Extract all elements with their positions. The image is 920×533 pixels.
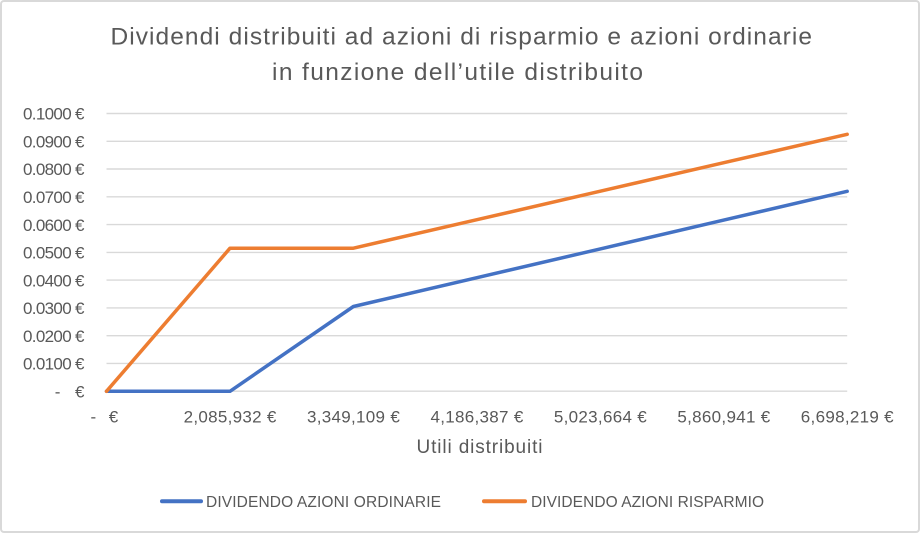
svg-text:2,085,932 €: 2,085,932 € [184,408,277,427]
svg-text:0.0200 €: 0.0200 € [23,327,85,346]
svg-text:5,860,941 €: 5,860,941 € [677,408,770,427]
svg-text:0.0100 €: 0.0100 € [23,355,85,374]
svg-text:0.0500 €: 0.0500 € [23,244,85,263]
svg-text:3,349,109 €: 3,349,109 € [307,408,400,427]
svg-text:0.0300 €: 0.0300 € [23,299,85,318]
svg-text:Utili distribuiti: Utili distribuiti [417,437,543,458]
svg-text:0.0600 €: 0.0600 € [23,216,85,235]
svg-text:0.0900 €: 0.0900 € [23,133,85,152]
svg-text:€: € [75,382,85,401]
svg-text:0.1000 €: 0.1000 € [23,105,85,124]
svg-text:-: - [91,408,97,427]
svg-text:5,023,664 €: 5,023,664 € [554,408,647,427]
svg-text:DIVIDENDO AZIONI ORDINARIE: DIVIDENDO AZIONI ORDINARIE [206,494,441,511]
svg-text:4,186,387 €: 4,186,387 € [431,408,524,427]
svg-text:DIVIDENDO AZIONI RISPARMIO: DIVIDENDO AZIONI RISPARMIO [531,494,764,511]
svg-text:in funzione dell’utile distrib: in funzione dell’utile distribuito [272,59,643,86]
svg-text:0.0800 €: 0.0800 € [23,160,85,179]
svg-text:Dividendi distribuiti ad azion: Dividendi distribuiti ad azioni di rispa… [111,23,813,50]
svg-text:-: - [55,382,61,401]
svg-text:6,698,219 €: 6,698,219 € [801,408,894,427]
svg-text:€: € [109,408,119,427]
svg-text:0.0400 €: 0.0400 € [23,271,85,290]
svg-text:0.0700 €: 0.0700 € [23,188,85,207]
